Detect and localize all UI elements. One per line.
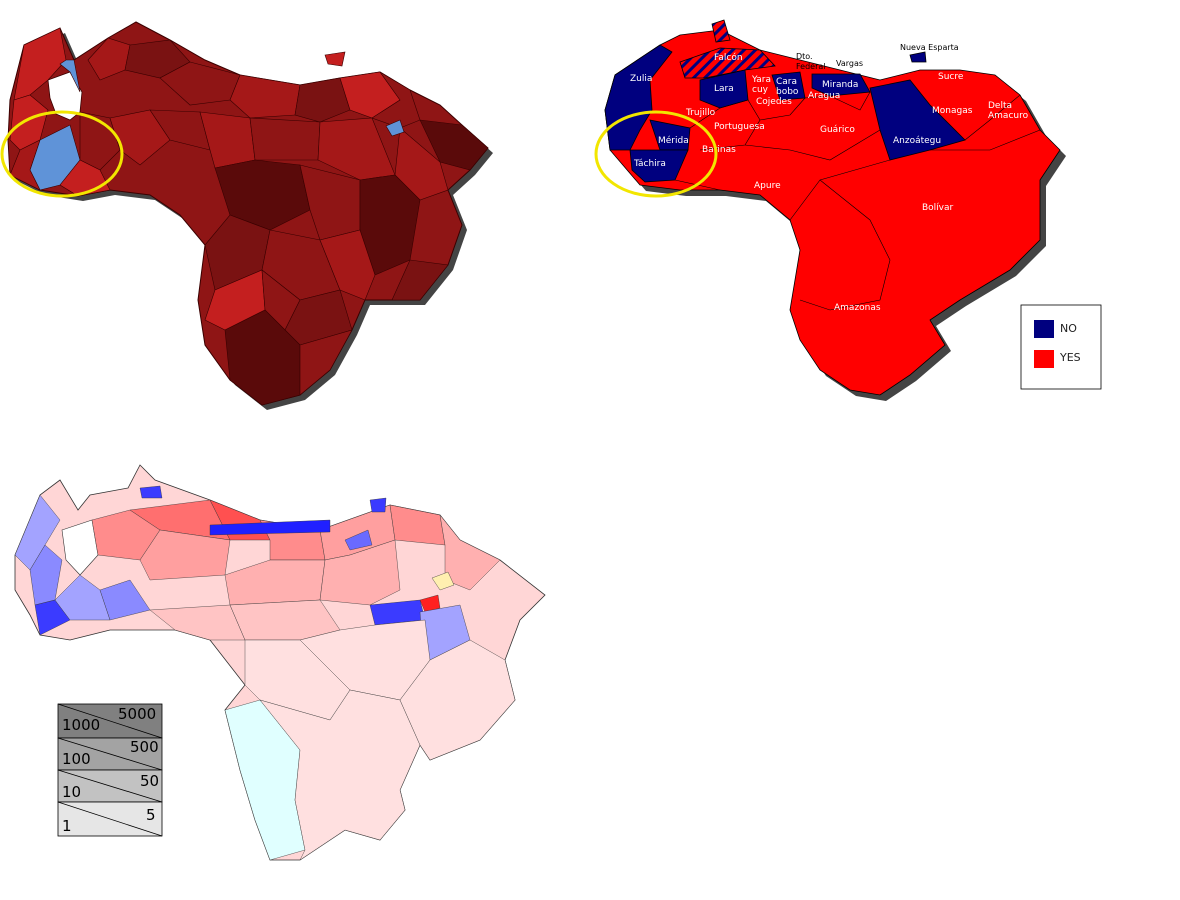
label-barinas: Barinas [702,145,736,155]
scale-row-2-low: 100 [62,750,91,768]
scale-row-3-high: 50 [140,772,159,790]
label-anzoategui: Anzoátegu [893,136,941,146]
label-falcon: Falcón [714,52,743,63]
label-tachira: Táchira [633,159,666,169]
legend: NO YES [1020,304,1102,390]
label-guarico: Guárico [820,125,855,135]
label-apure: Apure [754,181,781,191]
highlight-ellipse-left [0,110,124,198]
label-miranda: Miranda [822,80,858,90]
legend-swatch-yes [1034,350,1054,368]
map-bottom: 1000 5000 100 500 10 50 1 5 [14,464,546,861]
legend-swatch-no [1034,320,1054,338]
state-miranda [811,73,871,97]
state-nueva-esparta [909,51,927,63]
label-aragua: Aragua [808,91,840,101]
label-zulia: Zulia [630,74,652,84]
label-cojedes: Cojedes [756,97,792,107]
label-yaracuy: Yara cuy [751,75,771,95]
scale-row-1-high: 5000 [118,705,156,723]
label-vargas: Vargas [836,59,863,68]
label-nueva-esparta: Nueva Esparta [900,43,959,52]
state-anzoategui [869,79,966,161]
label-portuguesa: Portuguesa [714,122,765,132]
label-bolivar: Bolívar [922,203,954,213]
label-dto-federal: Dto. Federal [796,52,826,71]
scale-row-2-high: 500 [130,738,159,756]
label-lara: Lara [714,84,734,94]
label-amazonas: Amazonas [834,303,881,313]
label-delta-amacuro: Delta Amacuro [988,101,1029,121]
scale-legend: 1000 5000 100 500 10 50 1 5 [57,703,163,837]
state-falcon-peninsula [711,19,731,43]
label-merida: Mérida [658,135,689,146]
legend-label-no: NO [1060,322,1077,335]
state-falcon [679,47,776,79]
label-carabobo: Cara bobo [776,77,799,97]
label-trujillo: Trujillo [685,108,716,118]
label-monagas: Monagas [932,106,973,116]
scale-row-3-low: 10 [62,783,81,801]
map-top-left [0,21,493,410]
label-sucre: Sucre [938,72,964,82]
scale-row-4-low: 1 [62,817,72,835]
legend-box [1020,304,1102,390]
scale-row-4-high: 5 [146,806,156,824]
legend-label-yes: YES [1059,351,1081,364]
scale-row-1-low: 1000 [62,716,100,734]
map-top-right: Zulia Falcón Lara Yara cuy Cara bobo Dto. F… [594,19,1102,401]
highlight-ellipse-right [594,110,718,198]
